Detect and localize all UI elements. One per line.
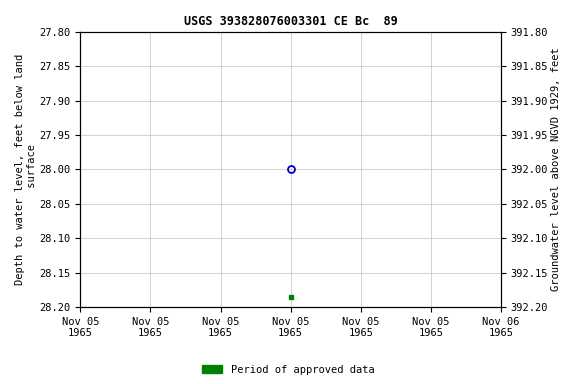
Y-axis label: Depth to water level, feet below land
 surface: Depth to water level, feet below land su… — [15, 54, 37, 285]
Y-axis label: Groundwater level above NGVD 1929, feet: Groundwater level above NGVD 1929, feet — [551, 48, 561, 291]
Title: USGS 393828076003301 CE Bc  89: USGS 393828076003301 CE Bc 89 — [184, 15, 397, 28]
Legend: Period of approved data: Period of approved data — [198, 361, 378, 379]
